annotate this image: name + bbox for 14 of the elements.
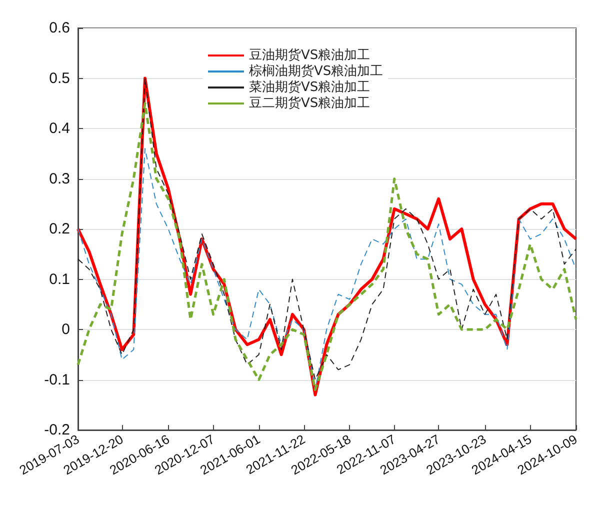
line-series bbox=[78, 148, 576, 390]
y-tick-label: 0.6 bbox=[49, 20, 70, 36]
legend-label: 棕榈油期货VS粮油加工 bbox=[249, 64, 384, 79]
legend-label: 菜油期货VS粮油加工 bbox=[249, 80, 370, 95]
legend-label: 豆油期货VS粮油加工 bbox=[249, 48, 370, 63]
y-tick-label: 0.3 bbox=[49, 170, 70, 188]
y-tick-label: 0.2 bbox=[49, 220, 70, 238]
legend-label: 豆二期货VS粮油加工 bbox=[249, 96, 370, 111]
y-tick-label: 0.4 bbox=[49, 120, 70, 137]
y-tick-label: 0.5 bbox=[49, 70, 70, 87]
y-tick-label: -0.2 bbox=[44, 422, 70, 438]
y-tick-label: 0.1 bbox=[49, 270, 70, 288]
y-tick-label: -0.1 bbox=[44, 371, 70, 388]
y-tick-label: 0 bbox=[62, 321, 70, 338]
